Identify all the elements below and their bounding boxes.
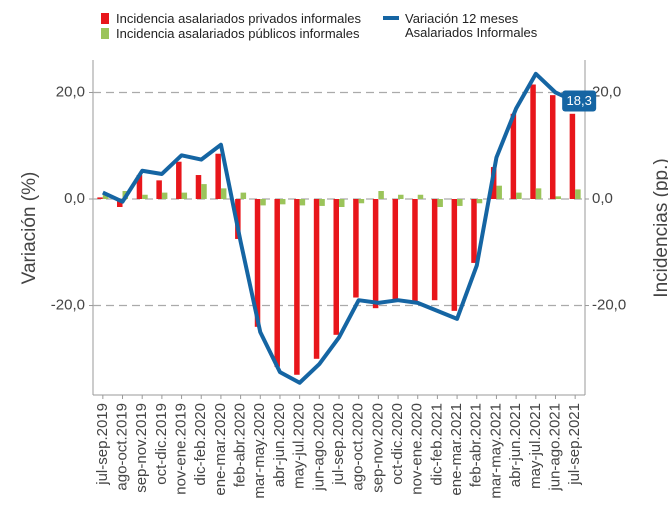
y-axis-title: Variación (%) (19, 172, 40, 285)
bar (530, 84, 536, 200)
x-tick-label: mar-may.2021 (487, 403, 504, 499)
legend-swatch (101, 13, 109, 24)
bar (97, 197, 103, 200)
value-label-box (562, 90, 597, 112)
bar (319, 199, 325, 206)
x-tick-label: sep-nov.2020 (369, 403, 386, 493)
y-tick-label: -20,0 (51, 296, 85, 313)
bar (412, 199, 418, 303)
bar (299, 199, 306, 206)
x-tick-label: nov-ene.2020 (409, 403, 426, 495)
x-tick-label: oct-dic.2020 (389, 403, 406, 485)
bar (555, 196, 561, 200)
bar (496, 185, 502, 200)
legend-swatch (383, 16, 399, 20)
bar (451, 199, 458, 311)
bar (176, 161, 182, 200)
x-tick-label: jun-ago.2021 (546, 403, 563, 492)
bar (136, 175, 143, 200)
bar (339, 199, 345, 207)
bar (392, 199, 399, 301)
x-tick-label: dic-feb.2020 (192, 403, 209, 486)
bar (142, 194, 148, 200)
bar (549, 95, 556, 200)
x-tick-label: feb-abr.2021 (468, 403, 485, 487)
bar (575, 189, 581, 200)
x-tick-label: ago-oct.2019 (113, 403, 130, 491)
bar (215, 153, 221, 200)
bar (471, 199, 477, 263)
bar (195, 175, 202, 200)
bar (457, 199, 463, 206)
bar (240, 192, 247, 200)
x-tick-label: sep-nov.2019 (133, 403, 150, 493)
bar (260, 199, 266, 206)
legend-label: Incidencia asalariados públicos informal… (116, 26, 360, 41)
x-tick-label: jul-sep.2020 (330, 403, 347, 486)
value-label: 18,3 (567, 93, 592, 108)
bar (398, 194, 404, 200)
y2-tick-label: 20,0 (592, 83, 621, 100)
bar (431, 199, 438, 301)
bar (181, 192, 188, 200)
bar (358, 199, 365, 204)
bar (279, 199, 286, 205)
x-tick-label: abr-jun.2020 (271, 403, 288, 487)
y2-axis-title: Incidencias (pp.) (651, 158, 668, 297)
bar (201, 184, 207, 200)
bar (516, 192, 522, 200)
x-tick-label: dic-feb.2021 (428, 403, 445, 486)
bar (378, 191, 384, 200)
bar (254, 199, 261, 327)
x-tick-label: may-jul.2020 (291, 403, 308, 489)
x-tick-label: nov-ene.2019 (173, 403, 190, 495)
bar (333, 199, 339, 335)
line (102, 71, 576, 385)
bar (417, 194, 424, 200)
bar (372, 199, 379, 309)
x-tick-label: may-jul.2021 (527, 403, 544, 489)
bar (220, 188, 227, 200)
bar (535, 188, 542, 200)
x-tick-label: abr-jun.2021 (507, 403, 524, 487)
x-tick-label: ene-mar.2021 (448, 403, 465, 496)
bar (274, 199, 280, 367)
bar (294, 199, 300, 375)
bar (569, 113, 576, 200)
bar (353, 199, 359, 298)
bar (510, 113, 517, 200)
y-tick-label: 20,0 (56, 83, 85, 100)
x-tick-label: ago-oct.2020 (350, 403, 367, 491)
x-tick-label: oct-dic.2019 (153, 403, 170, 485)
y2-tick-label: -20,0 (592, 296, 626, 313)
legend-label: Variación 12 meses Asalariados Informale… (405, 11, 538, 40)
bar (313, 199, 320, 359)
legend-label: Incidencia asalariados privados informal… (116, 11, 361, 26)
x-tick-label: feb-abr.2020 (232, 403, 249, 487)
x-tick-label: mar-may.2020 (251, 403, 268, 499)
x-tick-label: jun-ago.2020 (310, 403, 327, 492)
bar (117, 199, 123, 207)
x-tick-label: jul-sep.2019 (94, 403, 111, 486)
bar (161, 192, 168, 200)
bar (476, 199, 483, 204)
y2-tick-label: 0,0 (592, 190, 613, 207)
bar (102, 193, 109, 200)
x-tick-label: jul-sep.2021 (566, 403, 583, 486)
legend-swatch (101, 28, 109, 39)
bar (156, 180, 162, 200)
y-tick-label: 0,0 (64, 190, 85, 207)
bar (437, 199, 443, 207)
x-tick-label: ene-mar.2020 (212, 403, 229, 496)
